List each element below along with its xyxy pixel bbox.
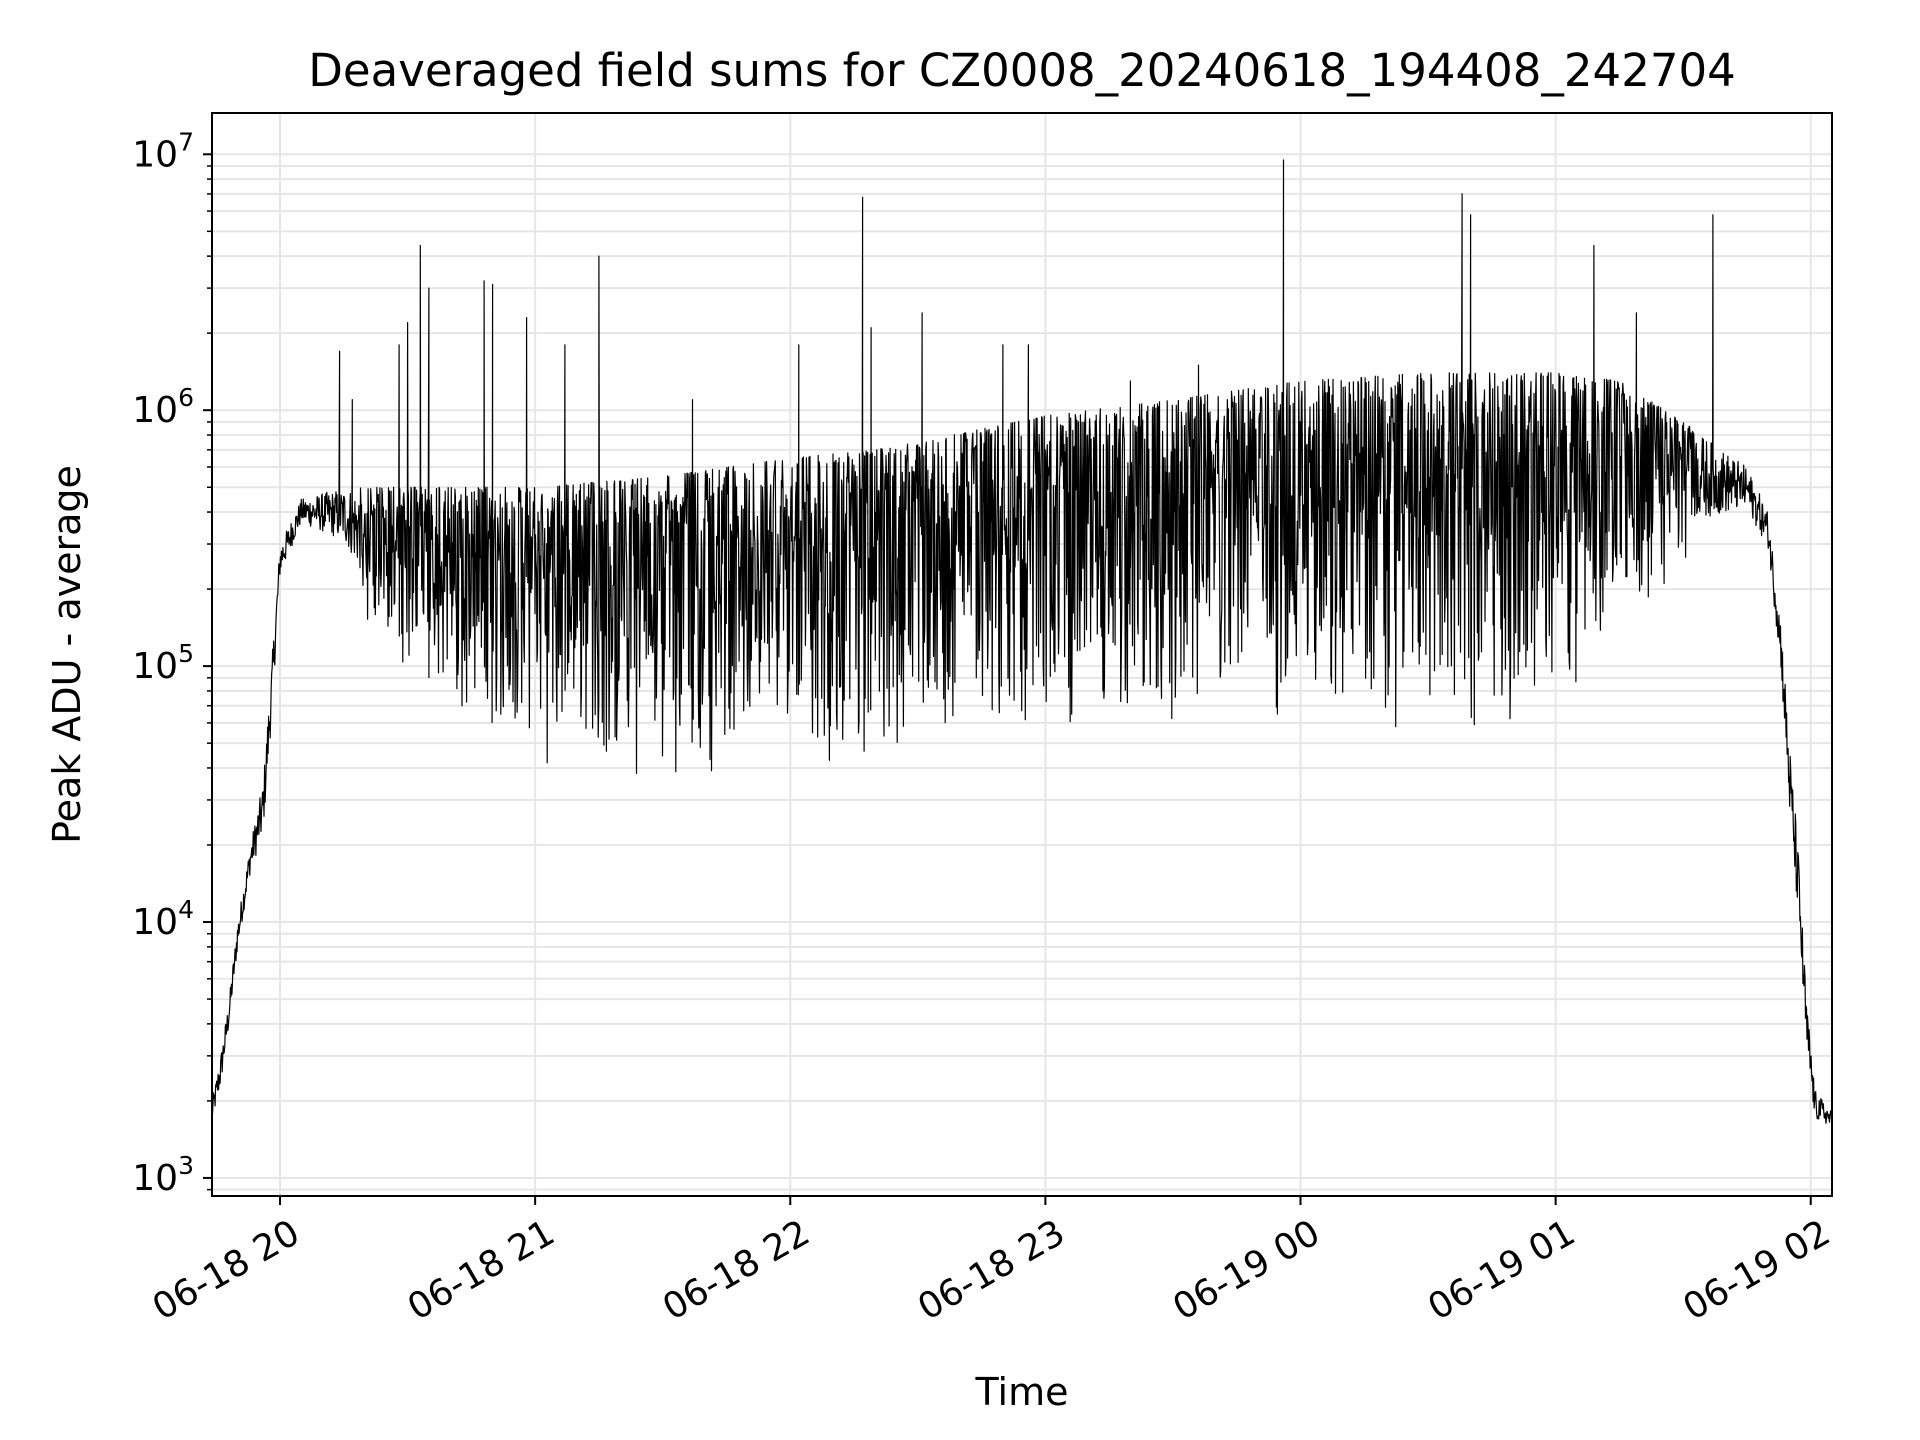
series-line — [211, 159, 1833, 1124]
y-tick-label: 107 — [132, 127, 194, 175]
plot-frame — [211, 112, 1833, 1197]
major-grid — [212, 113, 1832, 1196]
y-tick-label: 103 — [132, 1151, 194, 1199]
y-axis-label: Peak ADU - average — [45, 465, 89, 844]
y-tick-label: 105 — [132, 639, 194, 687]
axis-ticks — [203, 153, 1812, 1205]
y-tick-label: 104 — [132, 895, 194, 943]
x-axis-label: Time — [975, 1370, 1069, 1414]
chart-title: Deaveraged field sums for CZ0008_2024061… — [308, 44, 1735, 97]
y-tick-label: 106 — [132, 383, 194, 431]
